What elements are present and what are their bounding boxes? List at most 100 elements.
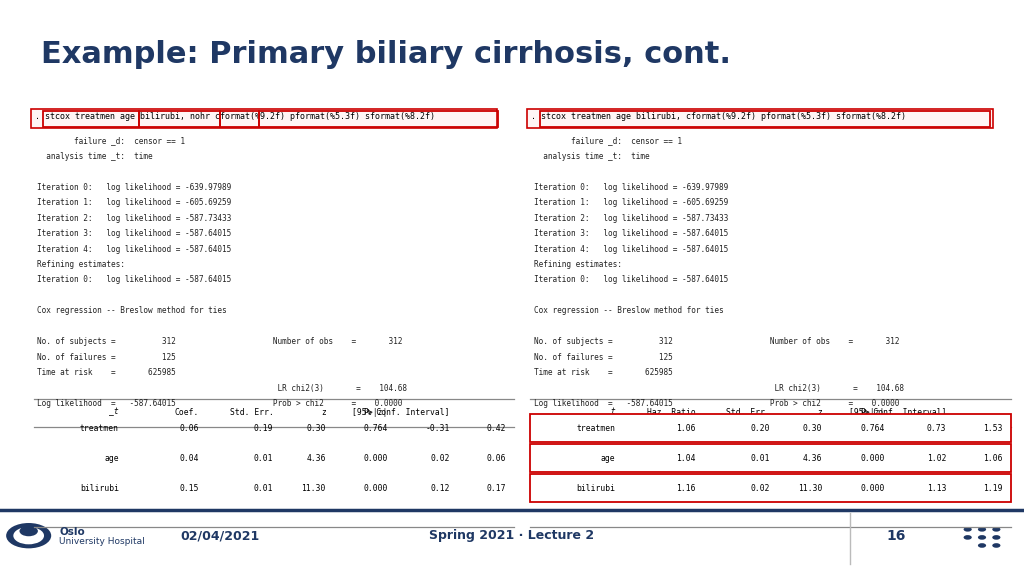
Text: Std. Err.: Std. Err. [726, 408, 770, 416]
Text: 0.01: 0.01 [254, 484, 273, 493]
Bar [220, 111, 259, 127]
Text: analysis time _t:  time: analysis time _t: time [37, 152, 153, 161]
Text: Time at risk    =       625985: Time at risk = 625985 [37, 368, 175, 377]
Bar [31, 109, 497, 128]
Text: 4.36: 4.36 [306, 454, 326, 463]
Text: age: age [104, 454, 119, 463]
Text: Cox regression -- Breslow method for ties: Cox regression -- Breslow method for tie… [534, 306, 723, 315]
Text: 0.15: 0.15 [179, 484, 199, 493]
Text: 11.30: 11.30 [798, 484, 822, 493]
Text: 0.01: 0.01 [751, 454, 770, 463]
Text: Oslo: Oslo [59, 526, 85, 537]
Text: Iteration 3:   log likelihood = -587.64015: Iteration 3: log likelihood = -587.64015 [37, 229, 231, 238]
Text: 1.19: 1.19 [983, 484, 1002, 493]
Bar [259, 111, 498, 127]
Circle shape [19, 526, 38, 536]
Text: Refining estimates:: Refining estimates: [534, 260, 622, 269]
Text: No. of failures =          125: No. of failures = 125 [534, 353, 672, 362]
Text: 1.02: 1.02 [927, 454, 946, 463]
Text: analysis time _t:  time: analysis time _t: time [534, 152, 649, 161]
Circle shape [992, 535, 1000, 540]
Text: Iteration 4:   log likelihood = -587.64015: Iteration 4: log likelihood = -587.64015 [534, 245, 728, 253]
Text: Haz. Ratio: Haz. Ratio [646, 408, 695, 416]
Text: 0.06: 0.06 [179, 424, 199, 433]
Text: bilirubi: bilirubi [80, 484, 119, 493]
Text: Iteration 2:   log likelihood = -587.73433: Iteration 2: log likelihood = -587.73433 [37, 214, 231, 223]
Text: Iteration 0:   log likelihood = -639.97989: Iteration 0: log likelihood = -639.97989 [37, 183, 231, 192]
Bar [139, 111, 220, 127]
Bar [527, 109, 993, 128]
Text: Example: Primary biliary cirrhosis, cont.: Example: Primary biliary cirrhosis, cont… [41, 40, 731, 69]
Text: 0.000: 0.000 [364, 484, 388, 493]
Text: Iteration 2:   log likelihood = -587.73433: Iteration 2: log likelihood = -587.73433 [534, 214, 728, 223]
Text: Iteration 0:   log likelihood = -639.97989: Iteration 0: log likelihood = -639.97989 [534, 183, 728, 192]
Text: 0.02: 0.02 [430, 454, 450, 463]
Text: _t: _t [605, 408, 615, 416]
Text: Iteration 1:   log likelihood = -605.69259: Iteration 1: log likelihood = -605.69259 [37, 198, 231, 207]
Text: 16: 16 [887, 529, 905, 543]
Text: failure _d:  censor == 1: failure _d: censor == 1 [37, 137, 185, 146]
Circle shape [992, 527, 1000, 532]
Text: No. of subjects =          312                     Number of obs    =       312: No. of subjects = 312 Number of obs = 31… [37, 337, 402, 346]
Bar [530, 414, 1011, 442]
Text: 0.764: 0.764 [364, 424, 388, 433]
Bar [540, 111, 990, 127]
Text: LR chi2(3)       =    104.68: LR chi2(3) = 104.68 [534, 384, 903, 392]
Text: . stcox treatmen age bilirubi, cformat(%9.2f) pformat(%5.3f) sformat(%8.2f): . stcox treatmen age bilirubi, cformat(%… [531, 112, 906, 121]
Text: 0.000: 0.000 [860, 484, 885, 493]
Text: 0.19: 0.19 [254, 424, 273, 433]
Text: treatmen: treatmen [80, 424, 119, 433]
Text: Std. Err.: Std. Err. [229, 408, 273, 416]
Text: [95% Conf. Interval]: [95% Conf. Interval] [849, 408, 946, 416]
Text: z: z [321, 408, 326, 416]
Text: 0.12: 0.12 [430, 484, 450, 493]
Text: Cox regression -- Breslow method for ties: Cox regression -- Breslow method for tie… [37, 306, 226, 315]
Text: 0.73: 0.73 [927, 424, 946, 433]
Text: 1.16: 1.16 [676, 484, 695, 493]
Text: 0.06: 0.06 [486, 454, 506, 463]
Text: Spring 2021 · Lecture 2: Spring 2021 · Lecture 2 [429, 529, 595, 542]
Text: LR chi2(3)       =    104.68: LR chi2(3) = 104.68 [37, 384, 407, 392]
Circle shape [992, 543, 1000, 548]
Text: Refining estimates:: Refining estimates: [37, 260, 125, 269]
Bar [530, 444, 1011, 472]
Text: Iteration 1:   log likelihood = -605.69259: Iteration 1: log likelihood = -605.69259 [534, 198, 728, 207]
Text: 1.53: 1.53 [983, 424, 1002, 433]
Text: 0.17: 0.17 [486, 484, 506, 493]
Text: 1.06: 1.06 [983, 454, 1002, 463]
Text: Iteration 4:   log likelihood = -587.64015: Iteration 4: log likelihood = -587.64015 [37, 245, 231, 253]
Text: treatmen: treatmen [577, 424, 615, 433]
Text: No. of failures =          125: No. of failures = 125 [37, 353, 175, 362]
Text: age: age [601, 454, 615, 463]
Text: [95% Conf. Interval]: [95% Conf. Interval] [352, 408, 450, 416]
Circle shape [964, 535, 972, 540]
Bar [530, 473, 1011, 502]
Text: 11.30: 11.30 [301, 484, 326, 493]
Text: Coef.: Coef. [174, 408, 199, 416]
Text: P>|z|: P>|z| [364, 408, 388, 416]
Text: 0.02: 0.02 [751, 484, 770, 493]
Text: 0.000: 0.000 [364, 454, 388, 463]
Circle shape [964, 527, 972, 532]
Text: 4.36: 4.36 [803, 454, 822, 463]
Text: 0.000: 0.000 [860, 454, 885, 463]
Text: 0.01: 0.01 [254, 454, 273, 463]
Circle shape [6, 523, 51, 548]
Text: 02/04/2021: 02/04/2021 [180, 529, 260, 542]
Text: 1.13: 1.13 [927, 484, 946, 493]
Text: failure _d:  censor == 1: failure _d: censor == 1 [534, 137, 682, 146]
Bar [43, 111, 139, 127]
Text: 0.04: 0.04 [179, 454, 199, 463]
Text: Iteration 0:   log likelihood = -587.64015: Iteration 0: log likelihood = -587.64015 [534, 275, 728, 285]
Text: 0.764: 0.764 [860, 424, 885, 433]
Text: 0.30: 0.30 [803, 424, 822, 433]
Text: . stcox treatmen age bilirubi, nohr cformat(%9.2f) pformat(%5.3f) sformat(%8.2f): . stcox treatmen age bilirubi, nohr cfor… [35, 112, 435, 121]
Circle shape [978, 543, 986, 548]
Text: 1.04: 1.04 [676, 454, 695, 463]
Text: Time at risk    =       625985: Time at risk = 625985 [534, 368, 672, 377]
Text: 0.20: 0.20 [751, 424, 770, 433]
Text: z: z [817, 408, 822, 416]
Text: University Hospital: University Hospital [59, 537, 145, 546]
Text: bilirubi: bilirubi [577, 484, 615, 493]
Text: Log likelihood  =   -587.64015                     Prob > chi2      =    0.0000: Log likelihood = -587.64015 Prob > chi2 … [534, 399, 899, 408]
